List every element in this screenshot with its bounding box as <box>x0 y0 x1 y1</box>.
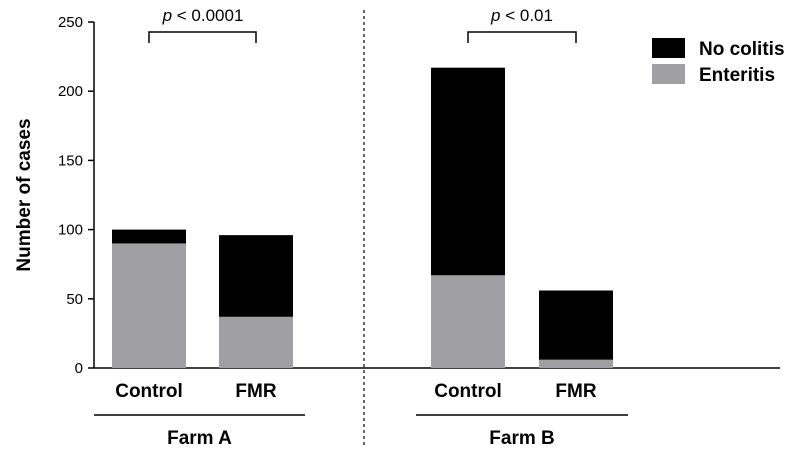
legend-label-no-colitis: No colitis <box>699 39 785 60</box>
y-axis-ticks: 0 50 100 150 200 250 <box>58 14 94 377</box>
legend-swatch-enteritis <box>652 64 685 84</box>
bar-enteritis <box>112 243 186 368</box>
bar-enteritis <box>431 275 505 368</box>
y-tick-label: 250 <box>58 14 83 31</box>
y-tick-label: 200 <box>58 83 83 100</box>
y-tick-label: 100 <box>58 222 83 239</box>
significance-bracket <box>148 31 257 43</box>
bar-no-colitis <box>112 229 186 244</box>
x-category-label: FMR <box>235 381 276 402</box>
group-label: Farm B <box>489 428 554 449</box>
bar-no-colitis <box>539 290 613 360</box>
bar-enteritis <box>219 316 293 368</box>
legend-label-enteritis: Enteritis <box>699 65 775 86</box>
bar-no-colitis <box>431 67 505 276</box>
x-category-label: Control <box>115 381 183 402</box>
bar-no-colitis <box>219 235 293 317</box>
y-axis: 0 50 100 150 200 250 Number of cases <box>14 14 95 377</box>
y-axis-title: Number of cases <box>14 118 35 271</box>
p-value-label: p < 0.01 <box>490 6 553 25</box>
group-label: Farm A <box>167 428 232 449</box>
significance-bracket <box>467 31 577 43</box>
legend-swatch-no-colitis <box>652 38 685 58</box>
bar-enteritis <box>539 359 613 368</box>
p-value-label: p < 0.0001 <box>162 6 244 25</box>
y-tick-label: 0 <box>75 360 83 377</box>
bars <box>112 67 613 368</box>
y-tick-label: 150 <box>58 152 83 169</box>
significance-annotations: p < 0.0001 p < 0.01 <box>148 6 577 43</box>
x-category-label: Control <box>434 381 502 402</box>
y-tick-label: 50 <box>66 291 83 308</box>
x-category-label: FMR <box>555 381 596 402</box>
category-labels: Control FMR Farm A Control FMR Farm B <box>94 381 628 449</box>
legend: No colitis Enteritis <box>652 38 785 86</box>
